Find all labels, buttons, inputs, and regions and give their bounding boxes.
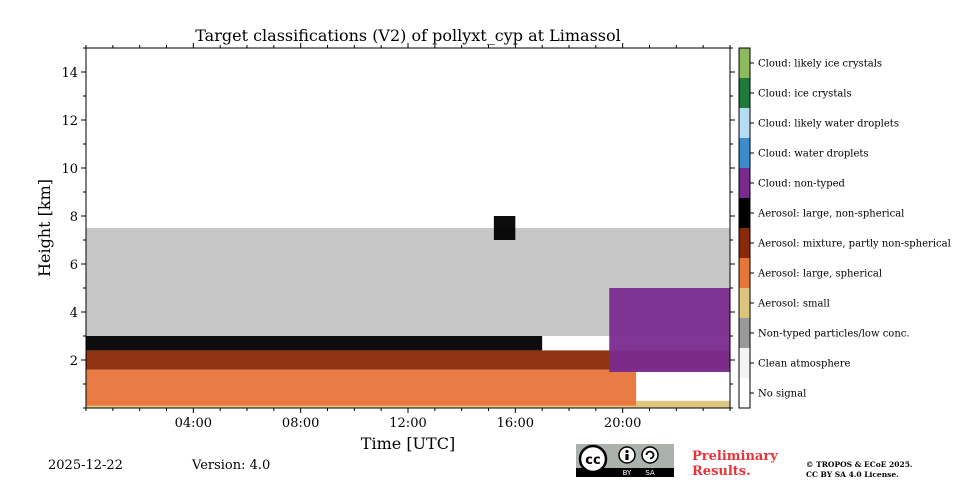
preliminary-line2: Results. [692,464,751,479]
legend-label: Cloud: likely water droplets [758,119,899,130]
legend-swatch [739,48,750,78]
legend-label: Clean atmosphere [758,359,851,370]
x-tick-label: 16:00 [497,416,534,431]
legend-swatch [739,198,750,228]
x-tick-label: 08:00 [282,416,319,431]
class-layer-2 [86,350,730,370]
legend-label: Cloud: water droplets [758,149,869,160]
legend-swatch [739,258,750,288]
y-tick-label: 6 [70,258,78,273]
version-label: Version: 4.0 [192,458,271,473]
legend-swatch [739,138,750,168]
x-axis: 04:00 08:00 12:00 16:00 20:00 [85,43,731,431]
x-tick-label: 20:00 [604,416,641,431]
legend-label: Non-typed particles/low conc. [758,329,910,340]
legend-label: Aerosol: large, spherical [757,269,882,280]
y-tick-label: 10 [61,162,78,177]
legend-frame [738,47,751,409]
legend-swatch [739,108,750,138]
date-label: 2025-12-22 [48,458,123,473]
cc-license-badge[interactable]: cc BY SA [576,444,674,477]
class-layer-3 [86,336,543,351]
copyright-line1: © TROPOS & ECoE 2025. [806,460,913,469]
sa-text: SA [645,469,655,477]
y-tick-label: 14 [61,66,78,81]
preliminary-line1: Preliminary [692,449,778,464]
y-tick-label: 12 [61,114,78,129]
legend-label: Cloud: non-typed [758,179,846,190]
legend-swatch [739,378,750,408]
cc-text: cc [585,453,600,468]
legend-label: No signal [758,389,806,400]
legend-label: Aerosol: mixture, partly non-spherical [757,239,951,250]
by-text: BY [623,469,632,477]
class-layer-6 [609,288,730,372]
plot-area [86,216,730,408]
legend-label: Aerosol: large, non-spherical [757,209,904,220]
chart-title: Target classifications (V2) of pollyxt_c… [195,26,621,45]
legend-label: Cloud: ice crystals [758,89,852,100]
legend-swatch [739,168,750,198]
share-alike-icon [641,446,659,464]
preliminary-notice: Preliminary Results. [692,449,802,479]
legend-label: Cloud: likely ice crystals [758,59,882,70]
copyright-line2: CC BY SA 4.0 License. [806,470,899,479]
class-layer-1 [86,369,637,406]
cc-icon [578,444,608,474]
legend-swatch [739,288,750,318]
class-layer-5 [493,216,516,240]
y-tick-label: 8 [70,210,78,225]
copyright-notice: © TROPOS & ECoE 2025. CC BY SA 4.0 Licen… [806,460,956,480]
legend-swatch [739,348,750,378]
legend-swatch [739,228,750,258]
legend-label: Aerosol: small [757,299,830,310]
x-tick-label: 12:00 [389,416,426,431]
legend-swatch [739,318,750,348]
colorbar-legend: Cloud: likely ice crystals Cloud: ice cry… [738,47,951,409]
x-tick-label: 04:00 [175,416,212,431]
legend-swatch [739,78,750,108]
y-tick-label: 2 [70,354,78,369]
x-axis-label: Time [UTC] [361,434,455,453]
y-tick-label: 4 [70,306,78,321]
y-axis-label: Height [km] [35,179,54,277]
y-axis: 2 4 6 8 10 12 14 [61,47,735,409]
